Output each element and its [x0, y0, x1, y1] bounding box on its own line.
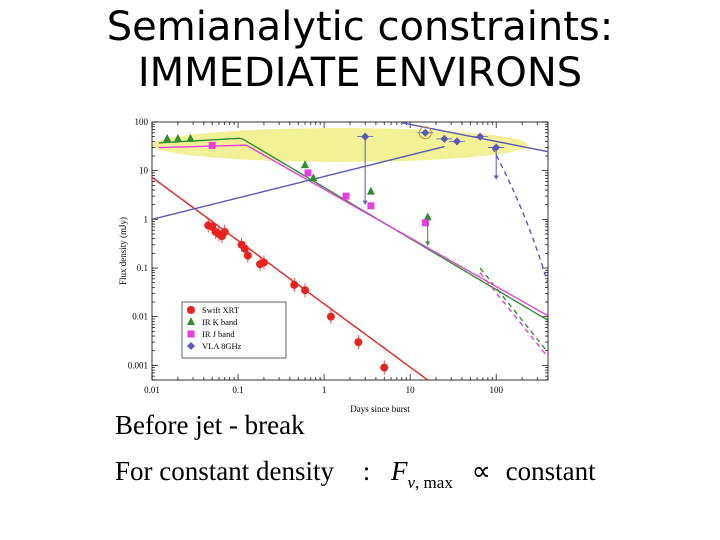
curve-k-band — [158, 137, 549, 321]
bullet-constant-density: For constant density : Fν, max ∝ constan… — [115, 456, 596, 492]
marker-xrt — [187, 306, 195, 314]
marker-xrt — [240, 244, 249, 253]
y-tick-label: 10 — [139, 166, 149, 176]
marker-xrt — [243, 251, 252, 260]
marker-j-band — [208, 141, 216, 149]
marker-vla — [421, 128, 430, 137]
highlighted-vla-point — [418, 126, 432, 140]
title-line-2: IMMEDIATE ENVIRONS — [137, 50, 583, 96]
legend-label: IR K band — [202, 317, 238, 327]
marker-xrt — [326, 312, 335, 321]
upper-limit-vla-late-head — [493, 175, 499, 180]
marker-j-band — [304, 169, 312, 177]
y-tick-label: 1 — [144, 214, 149, 224]
highlight-group — [152, 128, 528, 162]
marker-k-band — [163, 133, 172, 142]
upper-limit-k-band-head — [425, 241, 431, 246]
y-tick-label: 0.01 — [132, 312, 148, 322]
x-tick-label: 10 — [406, 385, 416, 395]
marker-xrt — [290, 280, 299, 289]
data-points — [163, 126, 505, 375]
marker-k-band — [423, 212, 432, 221]
curve-xray — [151, 176, 428, 381]
curve-vla-rise — [151, 145, 445, 220]
legend-label: Swift XRT — [202, 305, 240, 315]
marker-xrt — [354, 338, 363, 347]
x-tick-label: 100 — [489, 385, 503, 395]
bullet-before-jet-break: Before jet - break — [115, 410, 305, 440]
bullet2-suffix: constant — [505, 456, 596, 486]
x-axis-label: Days since burst — [350, 404, 410, 414]
marker-k-band — [173, 133, 182, 142]
y-tick-label: 0.1 — [137, 263, 148, 273]
bullet2-colon: : — [362, 456, 371, 486]
title-line-1: Semianalytic constraints: — [106, 4, 614, 50]
marker-vla — [440, 134, 449, 143]
marker-j-band — [342, 192, 350, 200]
legend-label: IR J band — [202, 329, 235, 339]
highlight-ellipse — [152, 128, 528, 162]
marker-j-band — [187, 330, 195, 338]
marker-xrt — [220, 227, 229, 236]
marker-k-band — [366, 186, 375, 195]
y-tick-label: 0.001 — [128, 360, 148, 370]
x-tick-label: 0.01 — [144, 385, 160, 395]
marker-vla — [476, 132, 485, 141]
x-tick-label: 0.1 — [232, 385, 243, 395]
bullet2-prefix: For constant density — [115, 456, 334, 486]
flux-sub-max: , max — [415, 473, 453, 492]
curve-j-band — [158, 144, 549, 317]
marker-k-band — [309, 173, 318, 182]
curve-vla-jet — [491, 147, 549, 285]
marker-k-band — [186, 133, 195, 142]
curve-k-band-jet — [479, 267, 549, 353]
legend: Swift XRT IR K band IR J band VLA 8GHz — [181, 301, 287, 359]
x-tick-label: 1 — [322, 385, 327, 395]
marker-vla — [492, 143, 501, 152]
legend-label: VLA 8GHz — [202, 341, 242, 351]
flux-symbol: F — [391, 456, 408, 486]
marker-xrt — [259, 258, 268, 267]
lightcurve-plot: Swift XRT IR K band IR J band VLA 8GHz 0.01… — [110, 112, 560, 417]
marker-j-band — [367, 202, 375, 210]
marker-vla — [452, 137, 461, 146]
axis-labels: 0.01 0.1 1 10 100 100 10 1 0.1 0.01 0.001 Days sinc… — [118, 117, 503, 414]
model-curves — [151, 122, 549, 381]
marker-k-band — [187, 317, 195, 325]
y-tick-label: 100 — [135, 117, 149, 127]
flux-sub-nu: ν — [407, 473, 416, 492]
legend-box — [181, 301, 287, 359]
marker-vla — [361, 132, 370, 141]
proportional-symbol: ∝ — [471, 456, 491, 486]
marker-xrt — [301, 286, 310, 295]
curve-j-band-jet — [479, 272, 549, 358]
marker-j-band — [421, 219, 429, 227]
upper-limit-vla-early-head — [362, 200, 368, 205]
marker-vla — [187, 342, 195, 350]
slide-title: Semianalytic constraints: IMMEDIATE ENVI… — [0, 4, 720, 96]
plot-svg: Swift XRT IR K band IR J band VLA 8GHz 0.01… — [118, 117, 549, 414]
curve-vla-decline — [401, 122, 549, 153]
marker-xrt — [380, 363, 389, 372]
marker-k-band — [301, 160, 310, 169]
y-axis-label: Flux density (mJy) — [118, 217, 128, 285]
